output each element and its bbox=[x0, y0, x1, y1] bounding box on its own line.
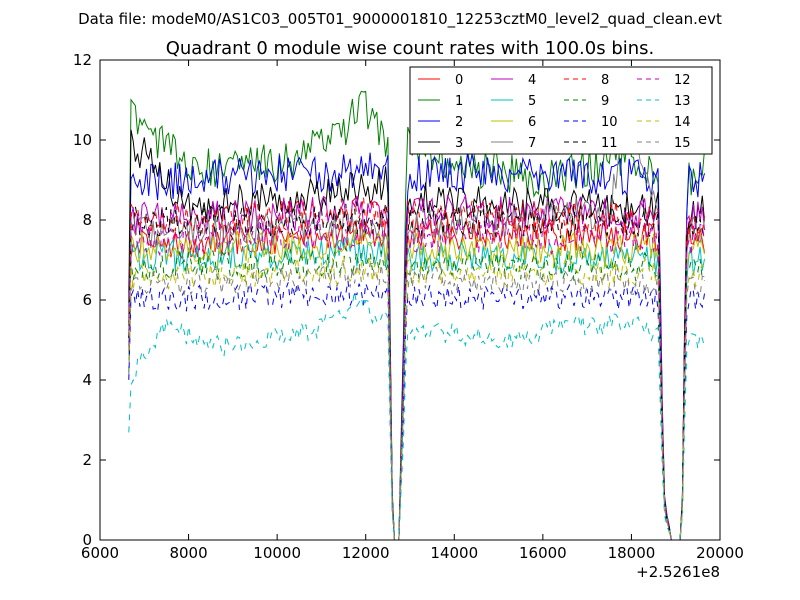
legend-label-11: 11 bbox=[601, 136, 618, 151]
x-tick-label: 8000 bbox=[169, 544, 207, 562]
series-line-14 bbox=[128, 254, 705, 540]
y-tick-label: 0 bbox=[82, 531, 92, 549]
x-tick-label: 10000 bbox=[253, 544, 301, 562]
y-tick-label: 4 bbox=[82, 371, 92, 389]
x-tick-label: 16000 bbox=[519, 544, 567, 562]
legend-label-7: 7 bbox=[528, 136, 536, 151]
plot-area bbox=[128, 90, 705, 540]
legend-label-2: 2 bbox=[455, 115, 463, 130]
series-line-15 bbox=[128, 262, 705, 540]
legend-label-15: 15 bbox=[674, 136, 691, 151]
series-line-11 bbox=[128, 202, 705, 540]
x-tick-label: 20000 bbox=[696, 544, 744, 562]
legend-label-0: 0 bbox=[455, 73, 463, 88]
series-line-7 bbox=[128, 112, 705, 540]
series-line-12 bbox=[128, 215, 705, 540]
x-tick-label: 6000 bbox=[81, 544, 119, 562]
legend-label-4: 4 bbox=[528, 73, 536, 88]
legend-label-9: 9 bbox=[601, 94, 609, 109]
legend-label-5: 5 bbox=[528, 94, 536, 109]
legend-label-3: 3 bbox=[455, 136, 463, 151]
y-tick-label: 10 bbox=[73, 131, 92, 149]
legend-label-6: 6 bbox=[528, 115, 536, 130]
y-tick-label: 8 bbox=[82, 211, 92, 229]
legend-label-10: 10 bbox=[601, 115, 618, 130]
series-line-9 bbox=[128, 247, 705, 540]
legend-label-13: 13 bbox=[674, 94, 691, 109]
series-line-10 bbox=[128, 280, 705, 540]
legend-box bbox=[409, 66, 713, 155]
legend-label-14: 14 bbox=[674, 115, 691, 130]
data-file-suptitle: Data file: modeM0/AS1C03_005T01_90000018… bbox=[78, 10, 722, 29]
chart-title: Quadrant 0 module wise count rates with … bbox=[166, 38, 655, 59]
x-tick-label: 12000 bbox=[342, 544, 390, 562]
y-tick-label: 12 bbox=[73, 51, 92, 69]
legend-label-8: 8 bbox=[601, 73, 609, 88]
x-tick-label: 18000 bbox=[608, 544, 656, 562]
y-tick-label: 2 bbox=[82, 451, 92, 469]
y-tick-label: 6 bbox=[82, 291, 92, 309]
x-offset-label: +2.5261e8 bbox=[636, 563, 720, 581]
legend-label-12: 12 bbox=[674, 73, 691, 88]
x-tick-label: 14000 bbox=[430, 544, 478, 562]
series-line-8 bbox=[128, 196, 705, 540]
legend-label-1: 1 bbox=[455, 94, 463, 109]
series-line-6 bbox=[128, 229, 705, 540]
series-line-2 bbox=[128, 152, 705, 540]
series-line-13 bbox=[128, 291, 705, 540]
axes: 6000 8000 10000 12000 14000 16000 18000 20000 0 2… bbox=[73, 51, 744, 581]
